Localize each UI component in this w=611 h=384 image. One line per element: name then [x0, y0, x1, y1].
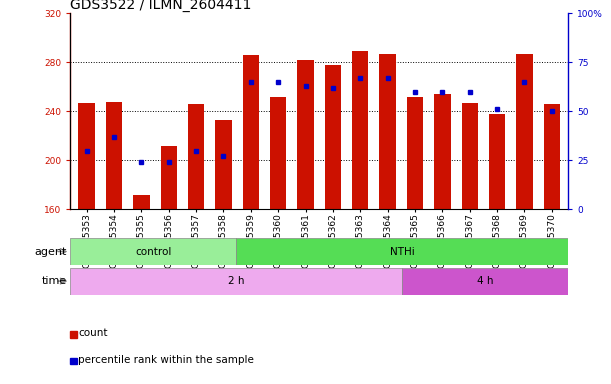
- Text: 2 h: 2 h: [228, 276, 244, 286]
- Text: GDS3522 / ILMN_2604411: GDS3522 / ILMN_2604411: [70, 0, 252, 12]
- Bar: [78, 103, 95, 209]
- Text: 4 h: 4 h: [477, 276, 494, 286]
- Text: control: control: [135, 247, 172, 257]
- Bar: [70, 238, 236, 265]
- Text: percentile rank within the sample: percentile rank within the sample: [78, 355, 254, 365]
- Bar: [106, 101, 122, 209]
- Text: time: time: [42, 276, 67, 286]
- Bar: [215, 120, 232, 209]
- Bar: [352, 51, 368, 209]
- Bar: [270, 97, 287, 209]
- Bar: [379, 54, 396, 209]
- Bar: [188, 104, 204, 209]
- Bar: [324, 65, 341, 209]
- Bar: [402, 268, 568, 295]
- Bar: [407, 97, 423, 209]
- Bar: [434, 94, 450, 209]
- Bar: [161, 146, 177, 209]
- Bar: [544, 104, 560, 209]
- Bar: [236, 238, 568, 265]
- Text: NTHi: NTHi: [390, 247, 415, 257]
- Text: agent: agent: [35, 247, 67, 257]
- Bar: [70, 268, 402, 295]
- Bar: [243, 55, 259, 209]
- Bar: [298, 60, 314, 209]
- Text: count: count: [78, 328, 108, 338]
- Bar: [461, 103, 478, 209]
- Bar: [489, 114, 505, 209]
- Bar: [133, 195, 150, 209]
- Bar: [516, 54, 533, 209]
